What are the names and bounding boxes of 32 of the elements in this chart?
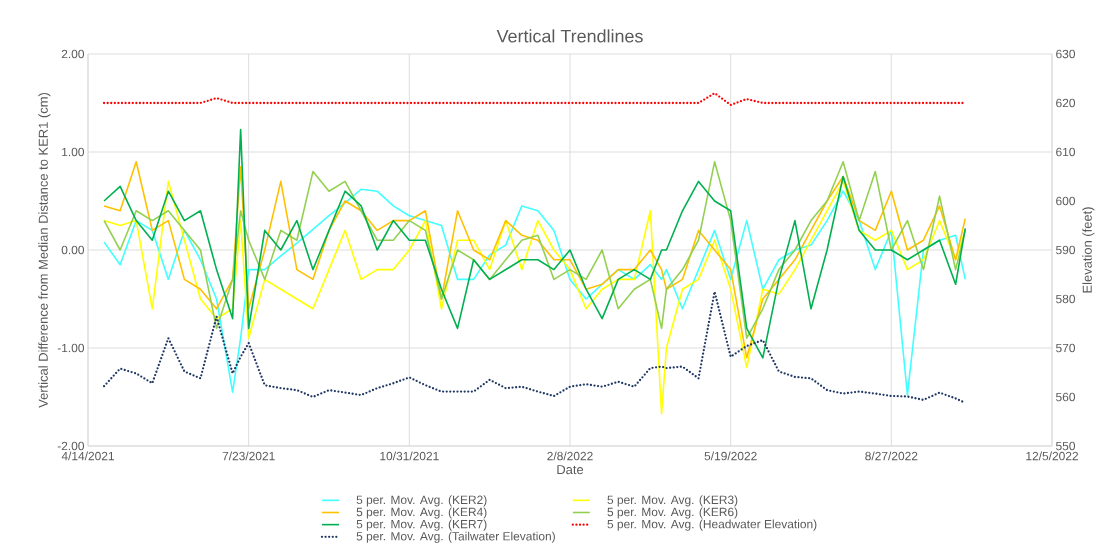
y2-tick-label: 590 xyxy=(1056,245,1076,255)
legend-label: 5 per. Mov. Avg. (KER7) xyxy=(356,519,487,531)
legend-label: 5 per. Mov. Avg. (KER4) xyxy=(356,507,487,519)
x-tick-label: 8/27/2022 xyxy=(865,451,918,461)
x-axis-title: Date xyxy=(557,465,584,475)
x-tick-label: 4/14/2021 xyxy=(61,451,114,461)
y-tick-label: 1.00 xyxy=(62,147,85,157)
y2-tick-label: 610 xyxy=(1056,147,1076,157)
y-tick-label: -2.00 xyxy=(57,441,85,451)
chart-title: Vertical Trendlines xyxy=(496,29,643,43)
y2-tick-label: 620 xyxy=(1056,98,1076,108)
legend-label: 5 per. Mov. Avg. (KER6) xyxy=(607,507,738,519)
x-tick-label: 5/19/2022 xyxy=(704,451,757,461)
y2-tick-label: 580 xyxy=(1056,294,1076,304)
x-tick-label: 12/5/2022 xyxy=(1026,451,1078,461)
legend-label: 5 per. Mov. Avg. (KER3) xyxy=(607,495,738,507)
y-tick-label: 0.00 xyxy=(61,245,85,255)
legend-label: 5 per. Mov. Avg. (Headwater Elevation) xyxy=(607,519,817,531)
y-tick-label: -1.00 xyxy=(57,343,85,353)
legend-label: 5 per. Mov. Avg. (Tailwater Elevation) xyxy=(356,531,555,543)
y2-tick-label: 600 xyxy=(1056,196,1076,206)
x-tick-label: 7/23/2021 xyxy=(222,451,275,461)
y2-tick-label: 560 xyxy=(1056,392,1076,402)
y-axis-title: Vertical Difference from Median Distance to KER1 (cm) xyxy=(38,92,51,408)
legend-label: 5 per. Mov. Avg. (KER2) xyxy=(356,495,487,507)
y2-axis-title: Elevation (feet) xyxy=(1082,207,1095,293)
y-tick-label: 2.00 xyxy=(61,49,85,59)
x-tick-label: 2/8/2022 xyxy=(547,451,593,461)
x-tick-label: 10/31/2021 xyxy=(380,451,439,461)
y2-tick-label: 630 xyxy=(1056,49,1076,59)
y2-tick-label: 570 xyxy=(1056,343,1076,353)
y2-tick-label: 550 xyxy=(1056,441,1076,451)
